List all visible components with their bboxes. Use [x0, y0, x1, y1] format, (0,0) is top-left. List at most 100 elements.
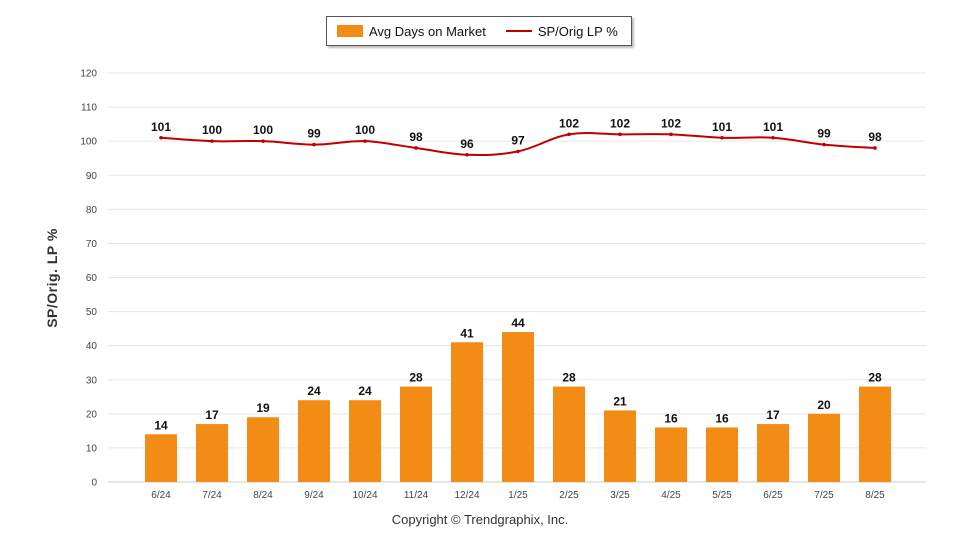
- x-axis-ticks: 6/24 7/24 8/24 9/24 10/24 11/24 12/24 1/25 2/25 3…: [151, 490, 885, 501]
- bar-value-label: 28: [868, 371, 882, 385]
- legend-item-bar: Avg Days on Market: [337, 24, 486, 39]
- legend-label-line: SP/Orig LP %: [537, 23, 618, 39]
- bar: [349, 400, 381, 482]
- line-point: [771, 135, 775, 140]
- bar-data-labels: 14 17 19 24 24 28 41 44 28 21 16 16 17 20 28: [154, 316, 882, 432]
- line-value-label: 100: [202, 123, 222, 137]
- bar-value-label: 16: [664, 411, 678, 425]
- line-point: [873, 146, 877, 150]
- bar: [604, 410, 636, 482]
- line-value-label: 102: [661, 116, 681, 130]
- bar: [757, 424, 789, 482]
- y-axis-ticks: 0 10 20 30 40 50 60 70 80 90 100 110 120: [80, 69, 97, 489]
- bar: [655, 427, 687, 482]
- line-value-label: 97: [511, 133, 525, 147]
- line-value-label: 102: [610, 116, 630, 130]
- line-point: [261, 139, 265, 143]
- line-point: [465, 153, 469, 157]
- x-tick-label: 10/24: [352, 490, 377, 501]
- line-value-label: 101: [712, 120, 732, 134]
- line-value-label: 100: [355, 123, 375, 137]
- line-value-label: 98: [409, 130, 423, 144]
- bar-value-label: 17: [766, 408, 780, 422]
- y-axis-title: SP/Orig. LP %: [44, 228, 60, 328]
- y-tick-label: 90: [86, 171, 98, 182]
- bar: [298, 400, 330, 482]
- bar-value-label: 14: [154, 418, 168, 432]
- x-tick-label: 4/25: [661, 490, 681, 501]
- y-tick-label: 120: [80, 69, 97, 80]
- y-tick-label: 100: [80, 137, 97, 148]
- bar-value-label: 19: [256, 401, 270, 415]
- legend-label-bar: Avg Days on Market: [369, 23, 486, 39]
- line-data-labels: 101 100 100 99 100 98 96 97 102 102 102 101 101 99 98: [151, 116, 882, 150]
- line-value-label: 99: [817, 127, 831, 141]
- x-tick-label: 11/24: [404, 490, 429, 501]
- line-point: [669, 132, 673, 137]
- legend: Avg Days on Market SP/Orig LP %: [326, 16, 632, 46]
- y-tick-label: 0: [91, 478, 97, 489]
- bar: [196, 424, 228, 482]
- bar: [502, 332, 534, 482]
- y-tick-label: 10: [86, 443, 98, 454]
- line-value-label: 102: [559, 116, 579, 130]
- line-value-label: 99: [307, 127, 321, 141]
- line-series: [159, 132, 877, 157]
- line-point: [822, 142, 826, 147]
- x-tick-label: 3/25: [610, 490, 630, 501]
- bar: [247, 417, 279, 482]
- line-point: [363, 139, 367, 143]
- line-point: [210, 139, 214, 143]
- y-tick-label: 30: [86, 375, 98, 386]
- line-value-label: 101: [763, 120, 783, 134]
- bar-value-label: 21: [613, 394, 627, 408]
- bar-value-label: 24: [307, 384, 321, 398]
- line-point: [159, 135, 163, 140]
- x-tick-label: 8/24: [253, 490, 273, 501]
- x-tick-label: 8/25: [865, 490, 885, 501]
- line-point: [516, 149, 520, 154]
- legend-swatch-line: [505, 30, 532, 32]
- y-tick-label: 20: [86, 409, 98, 420]
- bar-value-label: 24: [358, 384, 372, 398]
- y-tick-label: 70: [86, 239, 98, 250]
- bar-series: [145, 332, 891, 482]
- line-point: [618, 132, 622, 137]
- bar-value-label: 41: [460, 326, 474, 340]
- bar: [145, 434, 177, 482]
- bar: [706, 427, 738, 482]
- line-point: [567, 132, 571, 137]
- line-value-label: 96: [460, 137, 474, 151]
- x-tick-label: 2/25: [559, 490, 579, 501]
- line-point: [720, 135, 724, 140]
- legend-swatch-bar: [337, 25, 363, 37]
- bar-value-label: 17: [205, 408, 219, 422]
- line-value-label: 101: [151, 120, 171, 134]
- line-value-label: 100: [253, 123, 273, 137]
- bar-value-label: 20: [817, 398, 831, 412]
- bar: [451, 342, 483, 482]
- bar: [859, 386, 891, 482]
- x-tick-label: 7/24: [202, 490, 222, 501]
- bar: [400, 386, 432, 482]
- bar-value-label: 28: [562, 371, 576, 385]
- y-tick-label: 110: [81, 103, 97, 114]
- x-tick-label: 9/24: [304, 490, 324, 501]
- y-tick-label: 40: [86, 341, 98, 352]
- copyright-text: Copyright © Trendgraphix, Inc.: [391, 512, 569, 527]
- x-tick-label: 6/24: [151, 490, 171, 501]
- y-tick-label: 80: [86, 205, 98, 216]
- x-tick-label: 7/25: [814, 490, 834, 501]
- bar-value-label: 44: [511, 316, 525, 330]
- bar-value-label: 28: [409, 371, 423, 385]
- x-tick-label: 12/24: [454, 490, 479, 501]
- y-tick-label: 60: [86, 273, 98, 284]
- x-tick-label: 5/25: [712, 490, 732, 501]
- legend-item-line: SP/Orig LP %: [486, 24, 618, 39]
- x-tick-label: 1/25: [508, 490, 528, 501]
- x-tick-label: 6/25: [763, 490, 783, 501]
- line-point: [312, 142, 316, 147]
- y-tick-label: 50: [86, 307, 98, 318]
- bar-value-label: 16: [715, 411, 729, 425]
